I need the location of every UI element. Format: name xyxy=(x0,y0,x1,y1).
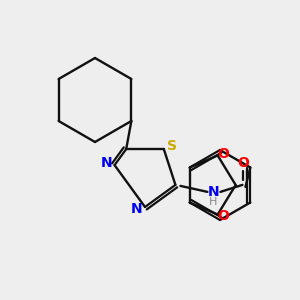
Text: H: H xyxy=(209,197,218,207)
Text: N: N xyxy=(208,185,219,199)
Text: N: N xyxy=(101,156,112,170)
Text: O: O xyxy=(217,208,229,223)
Text: O: O xyxy=(217,148,229,161)
Text: O: O xyxy=(238,156,249,170)
Text: N: N xyxy=(131,202,143,216)
Text: S: S xyxy=(167,139,177,153)
